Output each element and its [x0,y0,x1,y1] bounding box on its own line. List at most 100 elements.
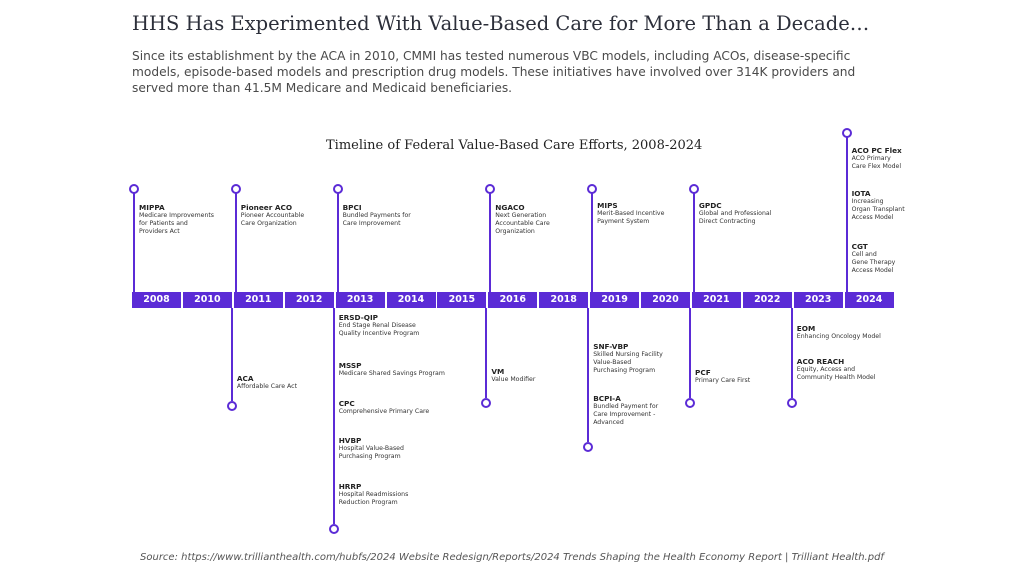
entry-description: Bundled Payment for Care Improvement - A… [593,403,659,426]
entry-description: Global and Professional Direct Contracti… [698,210,772,225]
timeline-entry: ERSD-QIP End Stage Renal Disease Quality … [339,313,420,338]
entry-title: CGT [851,242,868,251]
entry-description: Hospital Readmissions Reduction Program [338,491,409,506]
entry-description: Medicare Shared Savings Program [338,370,445,377]
page-title: HHS Has Experimented With Value-Based Ca… [132,12,870,35]
timeline-entry: EOM Enhancing Oncology Model [797,324,881,341]
entry-title: ERSD-QIP [338,313,379,322]
entry-title: BCPI-A [593,394,621,403]
entry-title: HRRP [338,482,362,491]
timeline-dot [841,128,852,138]
entry-title: IOTA [851,189,871,198]
source-note: Source: https://www.trillianthealth.com/… [140,552,884,563]
year-box: 2015 [437,292,487,308]
timeline-stem [689,308,691,398]
entry-description: Comprehensive Primary Care [338,408,430,415]
timeline-stem [133,192,135,292]
entry-title: MIPS [597,201,618,210]
entry-title: SNF-VBP [593,342,629,351]
entry-title: NGACO [495,203,525,212]
entry-title: MSSP [338,361,362,370]
timeline-dot [485,184,496,194]
entry-title: Pioneer ACO [240,203,293,212]
timeline-stem [230,308,233,401]
entry-title: HVBP [338,436,362,445]
year-box: 2020 [641,292,690,308]
entry-description: Medicare Improvements for Patients and P… [139,212,215,235]
year-box: 2016 [488,292,538,308]
timeline-entry: HVBP Hospital Value-Based Purchasing Prog… [339,436,404,461]
entry-description: Affordable Care Act [236,383,297,390]
timeline-stem [234,192,237,292]
timeline-stem [485,308,488,398]
timeline-entry: Pioneer ACO Pioneer Accountable Care Orga… [241,203,304,228]
entry-title: CPC [338,399,355,408]
year-box: 2023 [793,292,843,308]
year-box: 2008 [132,292,181,308]
timeline-dot [685,398,695,408]
entry-title: ACA [236,374,254,383]
timeline-dot [786,398,797,408]
entry-title: VM [491,367,505,376]
timeline-dot [332,184,343,194]
timeline-entry: CGT Cell and Gene Therapy Access Model [852,242,896,275]
timeline-entry: ACA Affordable Care Act [237,374,297,391]
timeline-dot [129,184,139,194]
entry-title: ACO PC Flex [851,146,902,155]
timeline-entry: BPCI Bundled Payments for Care Improvemen… [343,203,411,228]
year-box: 2013 [335,292,385,308]
timeline-entry: ACO PC Flex ACO Primary Care Flex Model [852,146,902,171]
entry-title: BPCI [342,203,362,212]
timeline-dot [481,398,492,408]
entry-description: Increasing Organ Transplant Access Model [851,198,905,221]
entry-description: Bundled Payments for Care Improvement [342,212,411,227]
year-box: 2018 [539,292,589,308]
year-box: 2012 [284,292,334,308]
timeline-dot [226,401,237,411]
entry-description: Merit-Based Incentive Payment System [597,210,665,225]
entry-title: MIPPA [139,203,165,212]
entry-description: Cell and Gene Therapy Access Model [851,251,896,274]
year-box: 2024 [844,292,894,308]
timeline-entry: MIPPA Medicare Improvements for Patients … [139,203,214,236]
timeline-entry: NGACO Next Generation Accountable Care Or… [495,203,550,236]
timeline-stem [845,136,848,292]
year-box: 2021 [691,292,741,308]
year-box: 2022 [742,292,792,308]
timeline-entry: ACO REACH Equity, Access and Community He… [797,357,876,382]
timeline-entry: HRRP Hospital Readmissions Reduction Prog… [339,482,409,507]
timeline-stem [489,192,492,292]
year-box: 2011 [233,292,283,308]
timeline-dot [328,524,339,534]
entry-description: Next Generation Accountable Care Organiz… [495,212,550,235]
timeline-entry: MSSP Medicare Shared Savings Program [339,361,445,378]
entry-description: Value Modifier [491,376,536,383]
timeline-entry: PCF Primary Care First [695,368,750,385]
year-box: 2014 [386,292,436,308]
entry-description: Primary Care First [695,377,751,384]
entry-description: Enhancing Oncology Model [796,333,881,340]
timeline-entry: BCPI-A Bundled Payment for Care Improveme… [593,394,658,427]
timeline-entry: VM Value Modifier [491,367,535,384]
timeline-title: Timeline of Federal Value-Based Care Eff… [326,138,703,153]
timeline-stem [587,308,590,442]
timeline-entry: IOTA Increasing Organ Transplant Access M… [852,189,905,222]
timeline-dot [583,442,594,452]
entry-description: ACO Primary Care Flex Model [851,155,902,170]
timeline-stem [336,192,339,292]
timeline-dot [688,184,699,194]
timeline-stem [692,192,695,292]
year-box: 2019 [590,292,640,308]
timeline-stem [591,192,594,292]
entry-description: Pioneer Accountable Care Organization [240,212,305,227]
timeline-stem [790,308,793,398]
entry-title: ACO REACH [796,357,845,366]
entry-title: GPDC [698,201,722,210]
entry-description: End Stage Renal Disease Quality Incentiv… [338,322,420,337]
timeline-entry: CPC Comprehensive Primary Care [339,399,430,416]
entry-description: Skilled Nursing Facility Value-Based Pur… [593,351,663,374]
timeline-entry: GPDC Global and Professional Direct Contr… [699,201,772,226]
entry-title: EOM [796,324,816,333]
timeline-dot [587,184,598,194]
timeline-entry: MIPS Merit-Based Incentive Payment System [597,201,664,226]
